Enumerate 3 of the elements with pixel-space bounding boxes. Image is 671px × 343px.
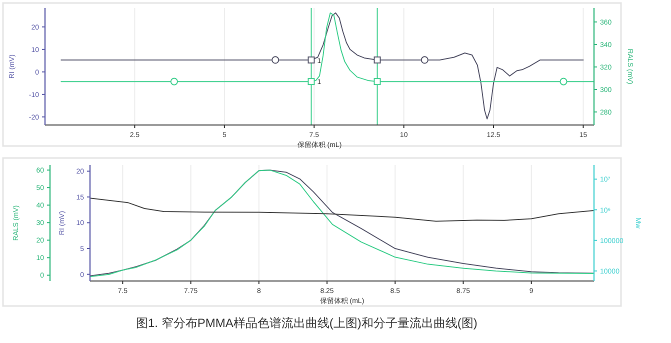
caption: 图1. 窄分布PMMA样品色谱流出曲线(上图)和分子量流出曲线(图) <box>136 316 478 330</box>
line-series <box>90 198 594 222</box>
line-series <box>60 12 584 120</box>
